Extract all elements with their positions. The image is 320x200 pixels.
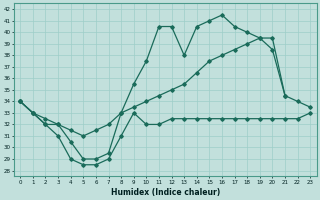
X-axis label: Humidex (Indice chaleur): Humidex (Indice chaleur) <box>111 188 220 197</box>
